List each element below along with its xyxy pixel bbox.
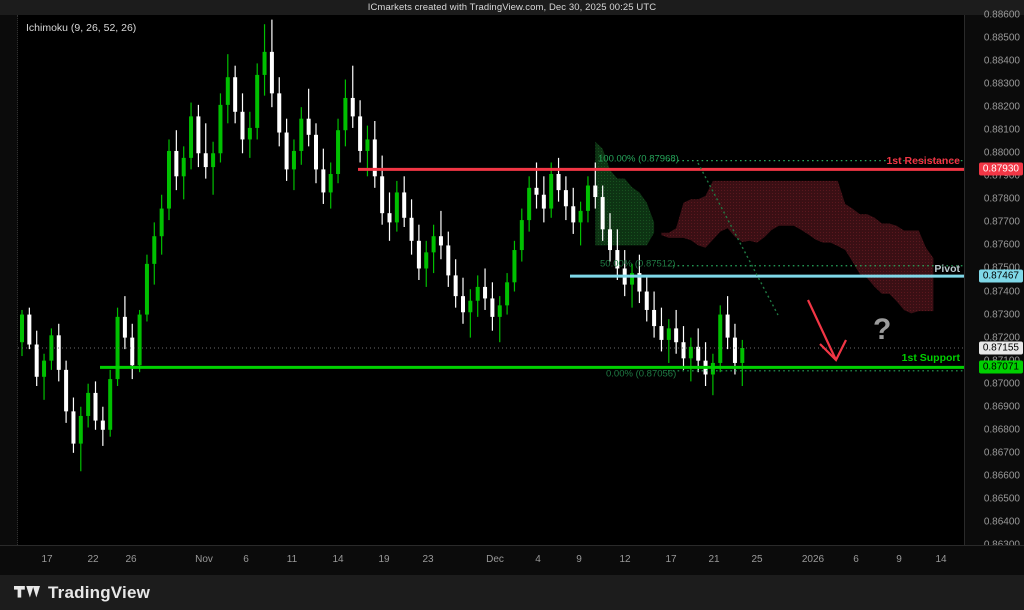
- price-axis[interactable]: 0.88600 0.88500 0.88400 0.88300 0.88200 0.881…: [964, 10, 1024, 575]
- price-tick: 0.87100: [984, 355, 1020, 366]
- price-tick: 0.87000: [983, 378, 1020, 390]
- price-tick: 0.88100: [983, 124, 1020, 136]
- price-tick: 0.87500: [983, 262, 1020, 274]
- price-tick: 0.88600: [983, 9, 1020, 21]
- time-tick: 2026: [801, 554, 825, 565]
- price-tick: 0.87700: [983, 216, 1020, 228]
- time-tick: Nov: [195, 554, 213, 565]
- attribution-bar: ICmarkets created with TradingView.com, …: [0, 0, 1024, 15]
- time-tick: 14: [332, 554, 344, 565]
- tradingview-logo-icon: [14, 586, 40, 598]
- question-mark-annotation: ?: [873, 313, 892, 346]
- time-tick: 12: [619, 554, 631, 565]
- time-tick: 6: [243, 554, 249, 565]
- price-badge-cyan[interactable]: 0.87467: [978, 269, 1023, 283]
- fib-0-label: 0.00% (0.87056): [606, 368, 677, 380]
- price-plot-area[interactable]: 1st Resistance Pivot 1st Support 100.00%…: [18, 15, 964, 545]
- time-axis[interactable]: 17 22 26 Nov 6 11 14 19 23 Dec 4 9 12 17 21 25 2026 6 9 14: [0, 545, 1024, 575]
- chart-frame: 1st Resistance Pivot 1st Support 100.00%…: [0, 10, 1024, 575]
- resistance-level-label: 1st Resistance: [886, 155, 960, 168]
- price-tick: 0.87300: [983, 309, 1020, 321]
- price-tick: 0.87400: [983, 286, 1020, 298]
- time-tick: 17: [665, 554, 677, 565]
- time-tick: 4: [535, 554, 541, 565]
- time-tick: 9: [896, 554, 902, 565]
- left-gutter: [0, 15, 18, 545]
- price-tick: 0.86600: [983, 470, 1020, 482]
- price-tick: 0.88200: [983, 101, 1020, 113]
- time-tick: 25: [751, 554, 763, 565]
- drawings-group: [697, 162, 847, 362]
- time-tick: 11: [286, 554, 298, 565]
- price-badge-white[interactable]: 0.87155: [978, 341, 1023, 355]
- price-badge-green[interactable]: 0.87071: [978, 360, 1023, 374]
- candlestick-svg: [18, 19, 964, 472]
- level-lines-group: [18, 160, 964, 372]
- price-tick: 0.86500: [983, 493, 1020, 505]
- tradingview-wordmark: TradingView: [48, 582, 151, 602]
- time-tick: 6: [853, 554, 859, 565]
- price-tick: 0.86900: [983, 401, 1020, 413]
- time-tick: 23: [422, 554, 434, 565]
- tradingview-logo[interactable]: TradingView: [14, 583, 150, 603]
- time-tick: 19: [378, 554, 390, 565]
- price-tick: 0.88400: [983, 55, 1020, 67]
- time-tick: 22: [87, 554, 99, 565]
- price-tick: 0.87200: [983, 332, 1020, 344]
- fib-100-label: 100.00% (0.87968): [598, 153, 679, 165]
- footer-bar: TradingView: [0, 575, 1024, 610]
- price-tick: 0.88500: [983, 32, 1020, 44]
- price-tick: 0.87900: [983, 170, 1020, 182]
- time-tick: 21: [708, 554, 720, 565]
- time-tick: 17: [41, 554, 53, 565]
- price-tick: 0.87600: [983, 239, 1020, 251]
- price-tick: 0.88300: [983, 78, 1020, 90]
- time-tick: Dec: [486, 554, 504, 565]
- price-tick: 0.86400: [983, 516, 1020, 528]
- time-tick: 9: [576, 554, 582, 565]
- fib-50-label: 50.00% (0.87512): [600, 258, 676, 270]
- time-tick: 14: [935, 554, 947, 565]
- candles-group: [20, 19, 745, 472]
- pivot-level-label: Pivot: [934, 263, 960, 276]
- price-tick: 0.86700: [983, 447, 1020, 459]
- support-level-label: 1st Support: [901, 352, 960, 365]
- indicator-legend[interactable]: Ichimoku (9, 26, 52, 26): [26, 22, 137, 34]
- price-tick: 0.87800: [983, 193, 1020, 205]
- price-tick: 0.86800: [983, 424, 1020, 436]
- price-tick: 0.88000: [983, 147, 1020, 159]
- price-badge-red[interactable]: 0.87930: [978, 162, 1023, 176]
- time-tick: 26: [125, 554, 137, 565]
